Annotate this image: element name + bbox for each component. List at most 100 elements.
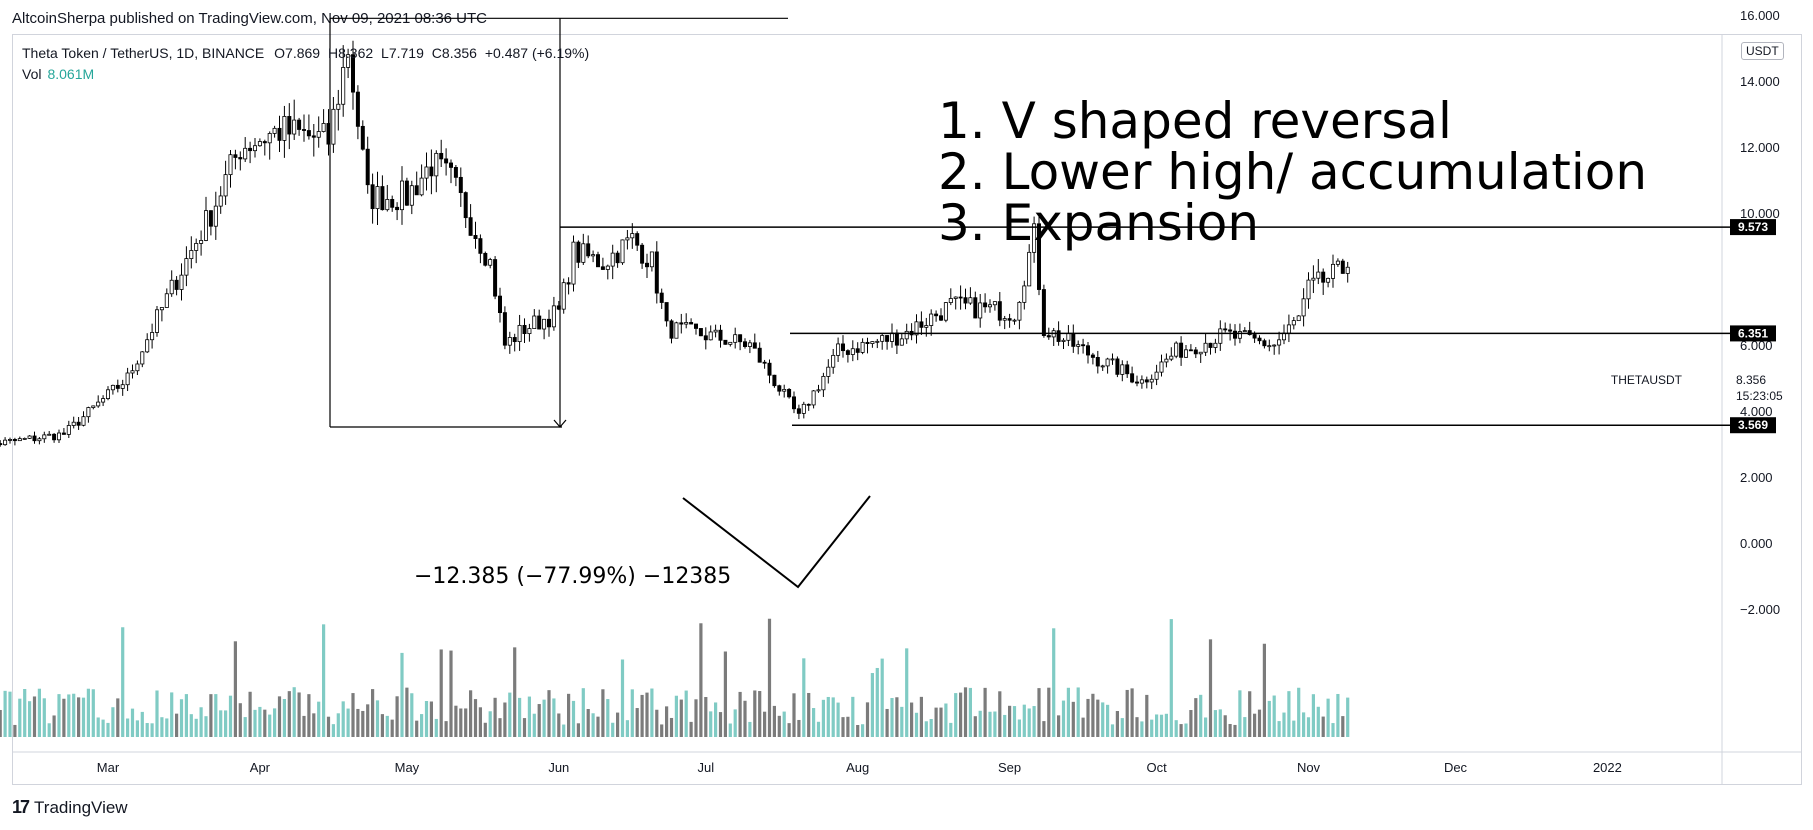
candle-body [890,332,895,342]
volume-bar [655,709,659,737]
candle-body [787,388,792,398]
candle-body [140,351,145,365]
volume-bar [738,691,742,737]
volume-bar [444,721,448,737]
candle-body [939,315,944,321]
volume-bar [929,719,933,737]
volume-bar [532,713,536,737]
candle-body [125,372,130,386]
volume-bar [170,692,174,737]
candle-body [169,279,174,295]
candle-body [630,233,635,239]
candle-body [1208,342,1213,348]
volume-bar [875,667,879,737]
candle-body [311,135,316,138]
volume-bar [18,698,22,737]
candle-body [850,348,855,355]
candle-body [91,405,96,408]
bar-countdown-label: 15:23:05 [1736,389,1783,403]
volume-bar [856,724,860,737]
x-tick-label: Dec [1444,760,1468,775]
volume-bar [493,697,497,737]
candle-body [135,363,140,372]
volume-bar [483,722,487,737]
candle-body [414,185,419,196]
candle-body [27,435,32,439]
x-tick-label: Jul [697,760,714,775]
candle-body [649,251,654,268]
volume-bar [52,715,56,737]
candle-body [434,152,439,177]
candle-body [321,123,326,132]
volume-bar [375,700,380,737]
candle-body [493,259,498,297]
candle-body [679,322,684,325]
candle-body [1022,285,1027,303]
close-value: 8.356 [441,45,477,61]
volume-bar [1110,724,1115,737]
candle-body [101,398,106,403]
volume-bar [1257,709,1262,737]
volume-bar [728,723,732,737]
volume-bar [689,721,693,737]
volume-bar [277,696,282,737]
candle-body [248,147,253,152]
volume-bar [331,724,335,737]
volume-bar [140,711,144,737]
candle-body [164,293,169,308]
tradingview-brand[interactable]: 17 TradingView [12,797,128,818]
volume-bar [714,702,718,737]
volume-value: 8.061M [47,66,95,82]
candle-body [1345,266,1350,274]
volume-bar [743,700,747,737]
candle-body [439,152,444,160]
volume-bar [630,689,634,737]
volume-bar [297,692,301,737]
volume-bar [812,708,816,737]
candle-body [997,301,1002,321]
volume-bar [816,721,821,737]
volume-bar [694,699,698,737]
volume-bar [1302,712,1306,737]
x-tick-label: May [395,760,420,775]
volume-bar [1150,719,1154,737]
volume-bar [322,624,326,737]
volume-bar [679,699,683,737]
candle-body [179,274,184,290]
x-tick-label: Oct [1146,760,1167,775]
volume-bar [434,718,438,737]
candle-body [1081,344,1086,347]
volume-bar [273,708,277,737]
volume-bar [32,696,37,737]
volume-bar [263,709,267,737]
candle-body [547,318,552,328]
x-tick-label: Apr [250,760,271,775]
high-label: H [327,45,339,61]
candle-body [203,210,208,241]
candle-body [600,266,605,270]
candle-body [571,241,576,285]
candle-body [1130,373,1135,383]
candle-body [919,321,924,328]
volume-bar [1189,710,1193,737]
volume-bar [145,723,149,737]
volume-bar [841,717,845,737]
candle-body [978,302,983,319]
currency-unit-button[interactable]: USDT [1741,42,1784,60]
candle-body [806,403,811,406]
candle-body [821,375,826,391]
volume-bar [224,710,228,737]
candle-body [96,401,101,407]
candle-body [983,302,988,308]
volume-bar [880,658,884,737]
volume-bar [130,708,135,737]
volume-bar [1022,704,1026,737]
candle-body [885,335,890,342]
candle-body [1100,365,1105,368]
candle-body [762,361,767,364]
candle-body [743,341,748,347]
volume-bar [1336,693,1340,737]
candle-body [3,439,8,446]
candle-body [306,130,311,137]
